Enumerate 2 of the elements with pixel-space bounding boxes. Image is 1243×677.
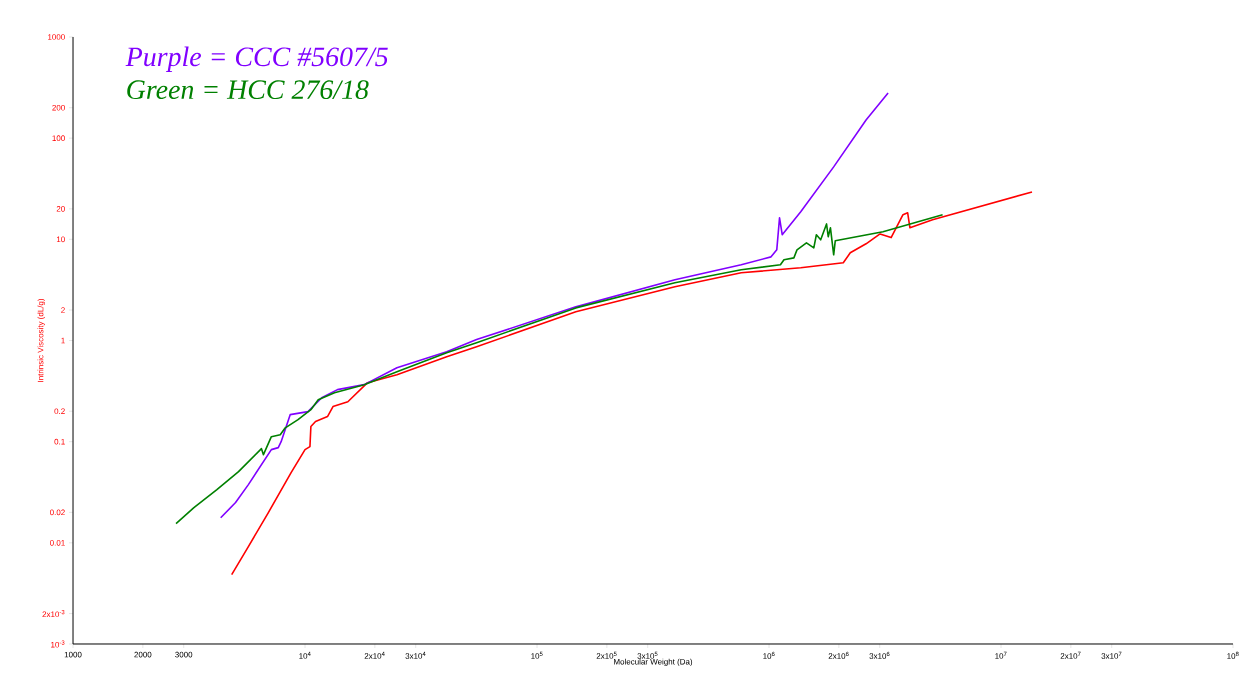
- text: Green = HCC 276/18: [127, 80, 369, 100]
- text: Purple = CCC #5607/5: [125, 46, 388, 72]
